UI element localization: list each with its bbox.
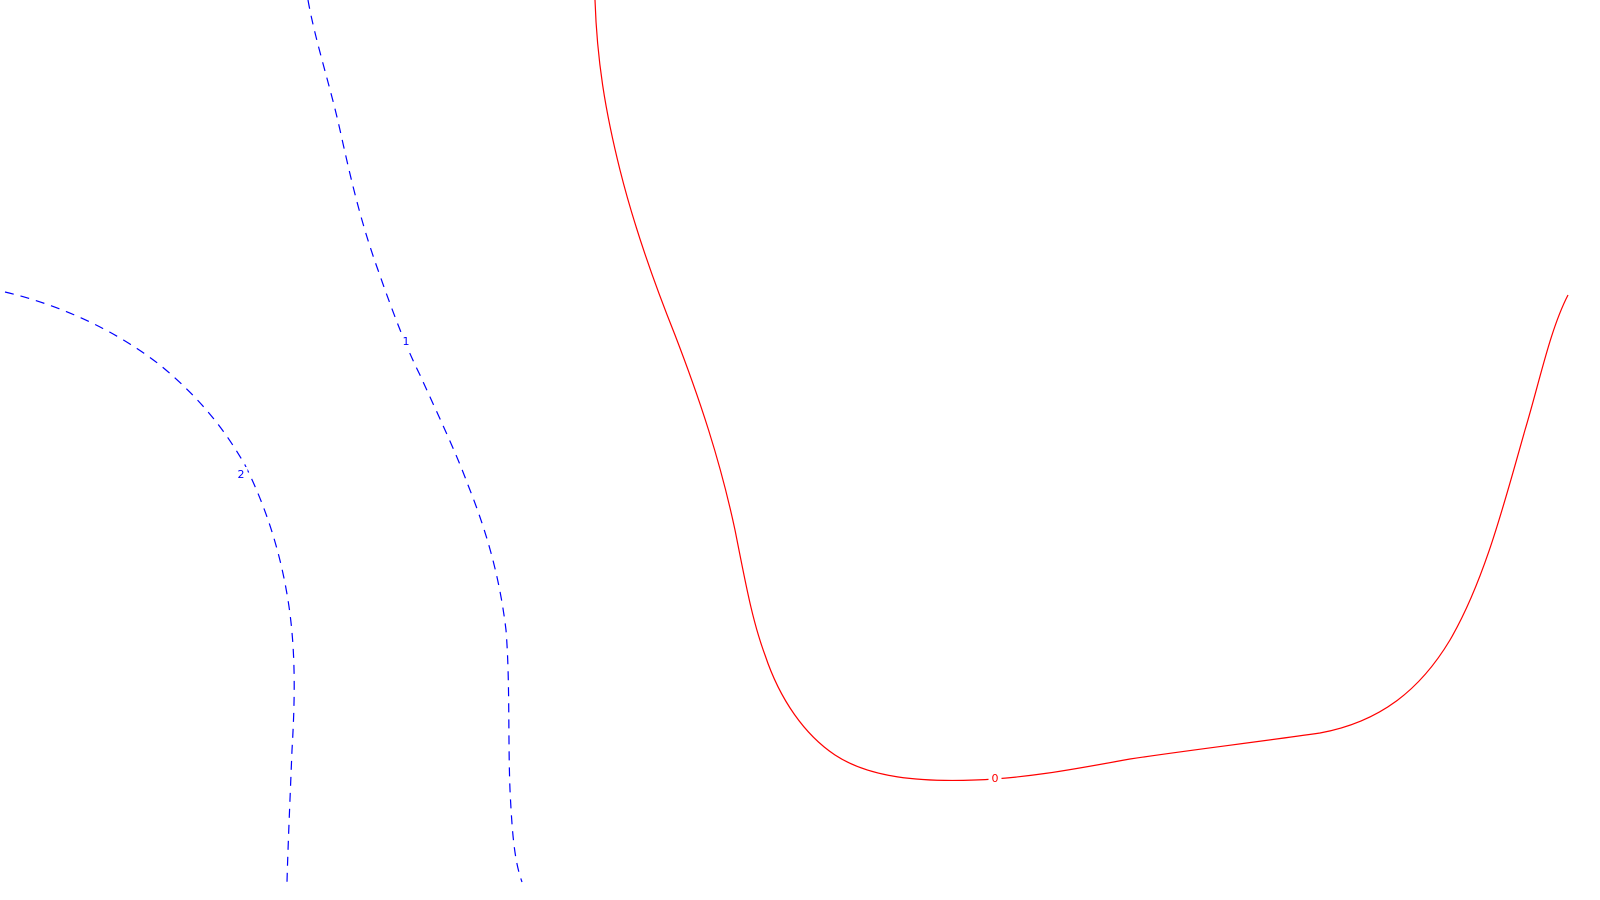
contour-line-level-1	[307, 0, 523, 883]
contour-label-level-2: 2	[238, 468, 245, 481]
contour-label-level-1: 1	[403, 335, 410, 348]
contour-label-background	[988, 771, 1002, 786]
contour-label-background	[234, 467, 248, 482]
contour-label-background	[399, 334, 413, 349]
contour-label-level-0: 0	[992, 772, 999, 785]
contour-line-level-0	[594, 0, 1569, 782]
